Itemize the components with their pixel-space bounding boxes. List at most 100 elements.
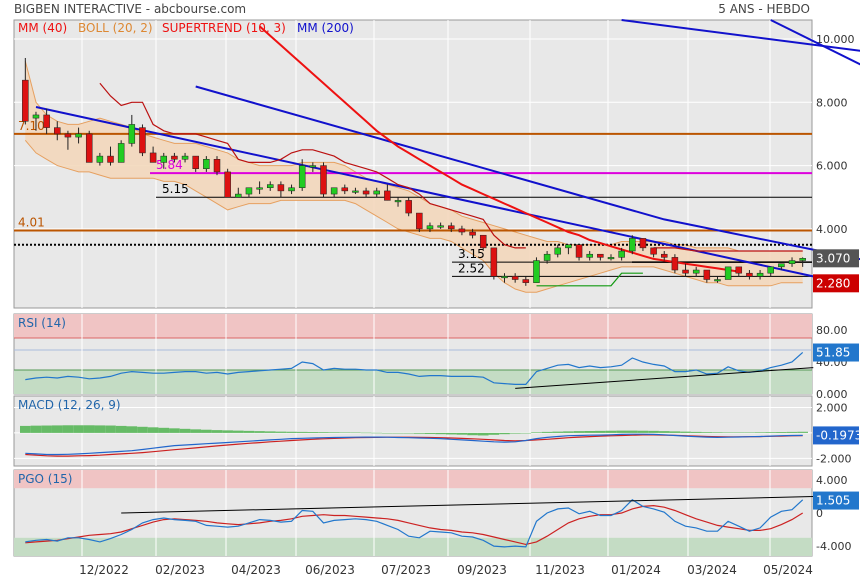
- candle: [22, 80, 28, 121]
- candle: [395, 200, 401, 202]
- macd-histogram-bar: [222, 430, 233, 433]
- macd-histogram-bar: [212, 430, 223, 433]
- candle: [736, 267, 742, 273]
- candle: [448, 226, 454, 229]
- candle: [203, 159, 209, 168]
- macd-histogram-bar: [435, 433, 446, 434]
- candle: [533, 261, 539, 283]
- macd-histogram-bar: [425, 433, 436, 434]
- level-label: 3.15: [458, 247, 485, 261]
- candle: [480, 235, 486, 248]
- pgo-tick-label: -4.000: [816, 540, 851, 553]
- macd-histogram-bar: [670, 431, 681, 433]
- macd-histogram-bar: [595, 431, 606, 433]
- macd-histogram-bar: [712, 432, 723, 433]
- candle: [44, 115, 50, 128]
- candle: [491, 248, 497, 276]
- candle: [693, 270, 699, 273]
- candle: [597, 254, 603, 257]
- macd-histogram-bar: [510, 433, 521, 434]
- candle: [171, 156, 177, 159]
- candle: [470, 232, 476, 235]
- macd-histogram-bar: [797, 432, 808, 433]
- candle: [714, 280, 720, 282]
- price-tick-label: 4.000: [816, 223, 848, 236]
- candle: [129, 124, 135, 143]
- macd-histogram-bar: [414, 433, 425, 434]
- candle: [459, 229, 465, 232]
- candle: [384, 191, 390, 200]
- supertrend-tag: 2.280: [816, 276, 850, 290]
- macd-histogram-bar: [520, 433, 531, 434]
- candle: [427, 226, 433, 229]
- macd-histogram-bar: [489, 433, 500, 435]
- candle: [725, 267, 731, 280]
- macd-histogram-bar: [606, 431, 617, 433]
- candle: [33, 115, 39, 118]
- macd-histogram-bar: [552, 432, 563, 433]
- rsi-current-tag: 51.85: [816, 346, 850, 360]
- macd-histogram-bar: [755, 432, 766, 433]
- macd-histogram-bar: [702, 432, 713, 433]
- pgo-low-zone: [14, 538, 812, 556]
- macd-panel: 2.0000.000-2.000MACD (12, 26, 9)-0.1973: [14, 396, 860, 466]
- candle: [640, 238, 646, 247]
- macd-histogram-bar: [148, 427, 159, 433]
- candle: [502, 276, 508, 278]
- macd-histogram-bar: [563, 431, 574, 433]
- macd-histogram-bar: [744, 432, 755, 433]
- candle: [76, 134, 82, 137]
- candle: [406, 200, 412, 213]
- candle: [565, 245, 571, 248]
- candle: [544, 254, 550, 260]
- current-price-tag: 3.070: [816, 251, 850, 265]
- macd-histogram-bar: [31, 426, 42, 433]
- rsi-title: RSI (14): [18, 316, 66, 330]
- candle: [768, 267, 774, 273]
- pgo-tick-label: 4.000: [816, 474, 848, 487]
- candle: [54, 128, 60, 134]
- macd-histogram-bar: [584, 431, 595, 433]
- level-label: 5.84: [156, 158, 183, 172]
- candle: [778, 264, 784, 267]
- candle: [246, 188, 252, 194]
- candle: [278, 185, 284, 191]
- rsi-oversold-zone: [14, 370, 812, 394]
- rsi-tick-label: 80.00: [816, 324, 848, 337]
- x-tick-label: 02/2023: [155, 563, 205, 577]
- level-label: 4.01: [18, 215, 45, 229]
- macd-histogram-bar: [616, 431, 627, 433]
- price-tick-label: 6.000: [816, 160, 848, 173]
- macd-histogram-bar: [318, 432, 329, 433]
- x-tick-label: 11/2023: [535, 563, 585, 577]
- candle: [512, 276, 518, 279]
- macd-histogram-bar: [531, 432, 542, 433]
- macd-histogram-bar: [627, 431, 638, 433]
- x-tick-label: 06/2023: [305, 563, 355, 577]
- candle: [789, 261, 795, 264]
- macd-title: MACD (12, 26, 9): [18, 398, 121, 412]
- x-tick-label: 03/2024: [687, 563, 737, 577]
- price-tick-label: 8.000: [816, 96, 848, 109]
- candle: [182, 156, 188, 159]
- legend-entry: SUPERTREND (10, 3): [162, 21, 286, 35]
- candle: [651, 248, 657, 254]
- candle: [193, 156, 199, 169]
- macd-histogram-bar: [382, 433, 393, 434]
- candle: [65, 134, 71, 137]
- macd-current-tag: -0.1973: [816, 428, 860, 442]
- macd-histogram-bar: [158, 428, 169, 433]
- macd-histogram-bar: [648, 431, 659, 433]
- candle: [683, 270, 689, 273]
- macd-histogram-bar: [297, 432, 308, 433]
- candle: [225, 172, 231, 197]
- candle: [342, 188, 348, 191]
- macd-histogram-bar: [723, 432, 734, 433]
- macd-histogram-bar: [787, 432, 798, 433]
- chart-period: 5 ANS - HEBDO: [718, 2, 810, 16]
- macd-histogram-bar: [180, 429, 191, 433]
- candle: [757, 273, 763, 276]
- candle: [257, 188, 263, 190]
- candle: [587, 254, 593, 257]
